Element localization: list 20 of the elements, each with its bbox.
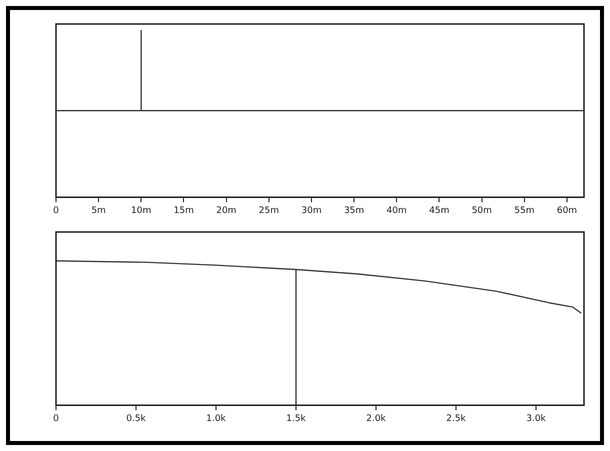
x-tick-label: 0.5k [126,414,147,424]
x-tick-label: 55m [514,206,535,216]
x-tick-label: 0 [53,206,60,216]
x-tick-label: 10m [131,206,152,216]
x-tick-label: 60m [556,206,578,216]
x-tick-label: 5m [91,206,106,216]
x-tick-label: 15m [174,206,194,216]
x-tick-label: 1.0k [206,414,227,424]
x-tick-label: 45m [429,206,450,216]
x-tick-label: 35m [344,206,364,216]
x-tick-label: 30m [301,206,322,216]
x-tick-label: 0 [53,414,60,424]
x-tick-label: 3.0k [526,414,547,424]
x-tick-label: 50m [472,206,492,216]
x-tick-label: 2.0k [366,414,387,424]
x-tick-label: 1.5k [286,414,307,424]
x-tick-label: 25m [258,206,280,216]
x-tick-label: 20m [216,206,236,216]
x-tick-label: 40m [386,206,407,216]
x-tick-label: 2.5k [446,414,467,424]
